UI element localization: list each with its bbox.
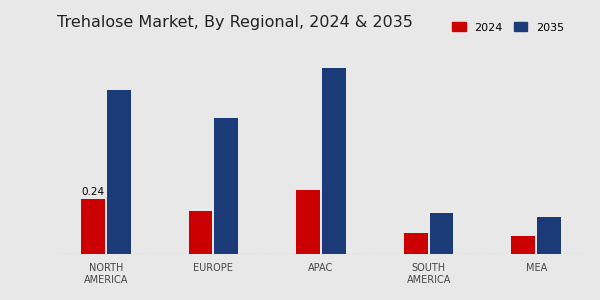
Bar — [538, 218, 561, 254]
Bar — [322, 68, 346, 254]
Text: Trehalose Market, By Regional, 2024 & 2035: Trehalose Market, By Regional, 2024 & 20… — [57, 15, 413, 30]
Bar — [188, 211, 212, 254]
Bar — [296, 190, 320, 254]
Bar — [107, 90, 131, 254]
Legend: 2024, 2035: 2024, 2035 — [448, 18, 569, 37]
Bar — [81, 199, 104, 254]
Bar — [404, 233, 428, 254]
Bar — [511, 236, 535, 254]
Bar — [214, 118, 238, 254]
Bar — [430, 213, 454, 254]
Text: 0.24: 0.24 — [81, 187, 104, 197]
